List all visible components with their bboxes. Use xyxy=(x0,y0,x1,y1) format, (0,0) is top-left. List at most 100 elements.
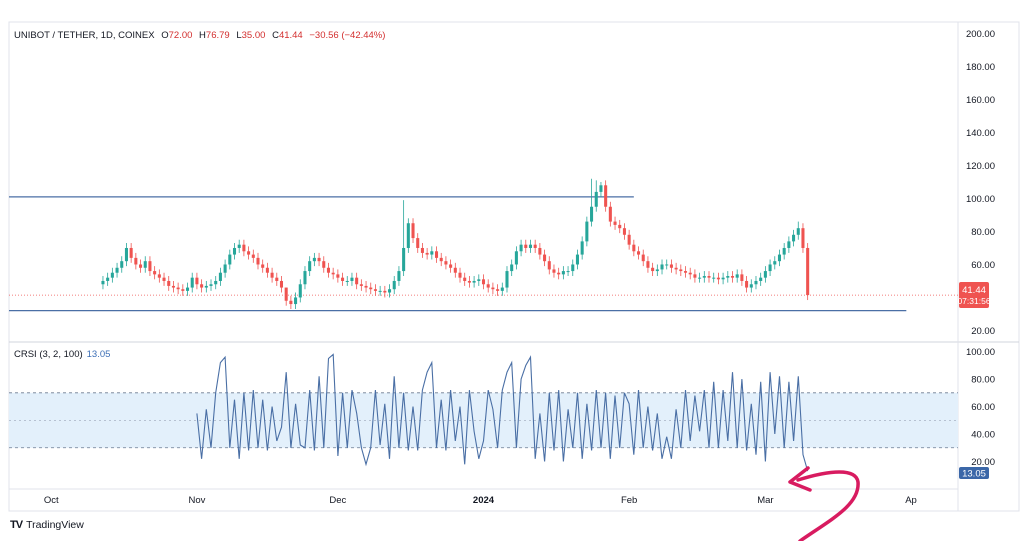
indicator-legend[interactable]: CRSI (3, 2, 100) 13.05 xyxy=(14,349,110,360)
candle xyxy=(608,206,612,222)
candle xyxy=(566,271,570,273)
candle xyxy=(411,223,415,239)
candle xyxy=(585,221,589,242)
candle xyxy=(350,277,354,281)
candle xyxy=(669,264,673,268)
candle xyxy=(773,261,777,265)
last-price-badge: 41.44 07:31:56 xyxy=(957,282,991,308)
crsi-tick-label: 100.00 xyxy=(966,347,995,358)
candle xyxy=(561,271,565,275)
candle xyxy=(449,264,453,268)
candle xyxy=(599,185,603,192)
candle xyxy=(425,252,429,255)
symbol-legend[interactable]: UNIBOT / TETHER, 1D, COINEX O72.00 H76.7… xyxy=(14,30,385,41)
candle xyxy=(721,277,725,280)
candle xyxy=(232,247,237,255)
price-tick-label: 200.00 xyxy=(966,29,995,40)
tradingview-brand[interactable]: TV TradingView xyxy=(10,519,84,531)
candle xyxy=(242,244,246,252)
candle xyxy=(185,287,190,291)
bar-countdown: 07:31:56 xyxy=(957,296,990,306)
crsi-axis[interactable]: 100.00 80.00 60.00 40.00 20.00 xyxy=(966,347,995,468)
high-label: H xyxy=(199,30,206,41)
candle xyxy=(124,247,128,262)
trend-lines[interactable] xyxy=(9,196,958,312)
candle xyxy=(481,279,486,285)
candle xyxy=(712,277,716,279)
candle xyxy=(204,285,208,288)
candle xyxy=(101,280,105,285)
indicator-name: CRSI (3, 2, 100) xyxy=(14,349,83,360)
candle xyxy=(270,272,274,278)
candle xyxy=(622,228,626,235)
candle xyxy=(317,257,321,262)
candle xyxy=(247,251,251,255)
candle xyxy=(646,261,650,268)
time-tick-label: Oct xyxy=(44,495,59,506)
candle xyxy=(787,241,791,248)
candle xyxy=(801,228,805,248)
crsi-badge-value: 13.05 xyxy=(962,469,986,480)
candle xyxy=(768,264,772,272)
candle xyxy=(792,234,796,242)
candle xyxy=(157,274,161,278)
candle xyxy=(665,264,669,266)
candle xyxy=(637,251,641,255)
candle xyxy=(279,280,284,288)
time-axis[interactable]: Oct Nov Dec 2024 Feb Mar Ap xyxy=(44,495,917,506)
candle xyxy=(115,267,119,273)
candle xyxy=(547,261,551,270)
candle xyxy=(195,277,199,285)
candle xyxy=(533,244,537,248)
candle xyxy=(223,264,227,273)
candle xyxy=(181,289,185,291)
candle xyxy=(383,290,387,293)
candle xyxy=(505,271,509,288)
candle xyxy=(458,272,462,278)
candle xyxy=(745,280,749,288)
tradingview-logo-icon: TV xyxy=(10,519,23,531)
candle xyxy=(298,284,302,298)
candle xyxy=(627,234,631,245)
candle xyxy=(326,267,330,273)
candle xyxy=(552,269,556,273)
candle xyxy=(590,206,594,222)
candle xyxy=(453,267,457,273)
candle xyxy=(162,277,166,281)
candle xyxy=(463,277,467,281)
candle xyxy=(477,279,481,281)
candle xyxy=(740,274,744,281)
open-label: O xyxy=(161,30,169,41)
candle xyxy=(303,271,307,285)
price-tick-label: 140.00 xyxy=(966,128,995,139)
close-label: C xyxy=(272,30,279,41)
price-axis[interactable]: 200.00 180.00 160.00 140.00 120.00 100.00 80.0… xyxy=(966,29,995,337)
candle xyxy=(749,284,753,288)
crsi-value-badge: 13.05 xyxy=(959,467,989,480)
candle xyxy=(491,287,495,290)
candle xyxy=(759,277,763,281)
candle xyxy=(176,287,180,290)
candle xyxy=(312,257,316,262)
candle xyxy=(688,272,692,275)
candle xyxy=(209,284,213,286)
crsi-tick-label: 20.00 xyxy=(971,457,995,468)
candle xyxy=(167,280,171,286)
candle xyxy=(571,264,575,272)
candle xyxy=(369,287,373,290)
candle xyxy=(782,247,786,255)
candle xyxy=(294,297,298,305)
candle xyxy=(265,267,269,273)
candle xyxy=(557,272,561,275)
low-value: 35.00 xyxy=(241,30,266,41)
candle xyxy=(190,277,194,288)
candle xyxy=(134,257,138,265)
candle xyxy=(261,264,265,268)
candle xyxy=(251,254,255,258)
candle xyxy=(129,247,133,258)
price-tick-label: 80.00 xyxy=(971,227,995,238)
time-tick-label: Mar xyxy=(757,495,773,506)
candle xyxy=(120,261,124,268)
